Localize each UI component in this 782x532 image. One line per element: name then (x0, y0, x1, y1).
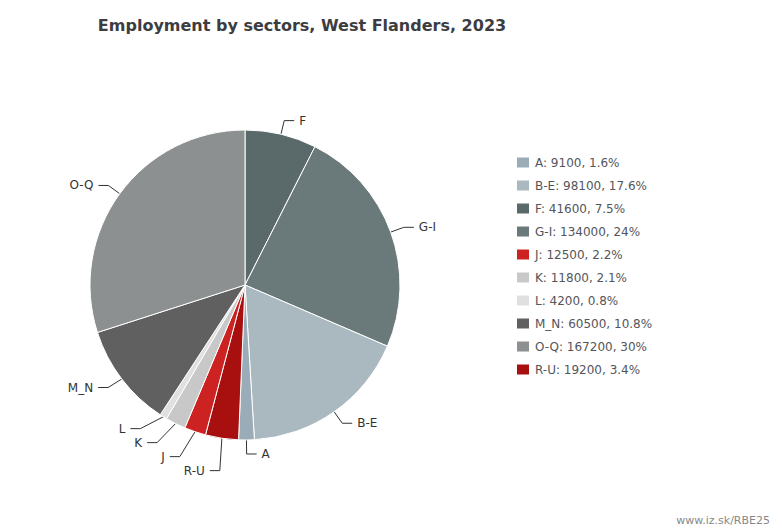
svg-text:L: L (119, 422, 126, 436)
svg-text:R-U: R-U (184, 464, 205, 478)
svg-text:K: 11800, 2.1%: K: 11800, 2.1% (535, 271, 627, 285)
svg-text:K: K (134, 436, 143, 450)
svg-text:G-I: 134000, 24%: G-I: 134000, 24% (535, 225, 640, 239)
svg-text:L: 4200, 0.8%: L: 4200, 0.8% (535, 294, 618, 308)
svg-text:www.iz.sk/RBE25: www.iz.sk/RBE25 (676, 514, 770, 527)
svg-text:G-I: G-I (419, 220, 436, 234)
svg-text:B-E: 98100, 17.6%: B-E: 98100, 17.6% (535, 179, 647, 193)
svg-text:F: 41600, 7.5%: F: 41600, 7.5% (535, 202, 625, 216)
svg-text:R-U: 19200, 3.4%: R-U: 19200, 3.4% (535, 363, 640, 377)
svg-text:J: 12500, 2.2%: J: 12500, 2.2% (534, 248, 623, 262)
svg-text:M_N: 60500, 10.8%: M_N: 60500, 10.8% (535, 317, 652, 331)
svg-text:M_N: M_N (68, 381, 93, 395)
svg-text:A: A (262, 447, 271, 461)
svg-text:O-Q: O-Q (69, 178, 93, 192)
svg-text:F: F (299, 114, 306, 128)
svg-text:O-Q: 167200, 30%: O-Q: 167200, 30% (535, 340, 647, 354)
svg-text:A: 9100, 1.6%: A: 9100, 1.6% (535, 156, 620, 170)
svg-text:J: J (160, 450, 165, 464)
svg-text:B-E: B-E (357, 416, 377, 430)
svg-text:Employment by sectors, West Fl: Employment by sectors, West Flanders, 20… (98, 16, 506, 35)
